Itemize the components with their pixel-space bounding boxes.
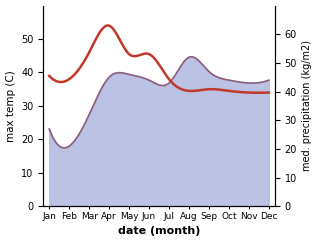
Y-axis label: max temp (C): max temp (C) — [5, 70, 16, 142]
Y-axis label: med. precipitation (kg/m2): med. precipitation (kg/m2) — [302, 40, 313, 171]
X-axis label: date (month): date (month) — [118, 227, 200, 236]
